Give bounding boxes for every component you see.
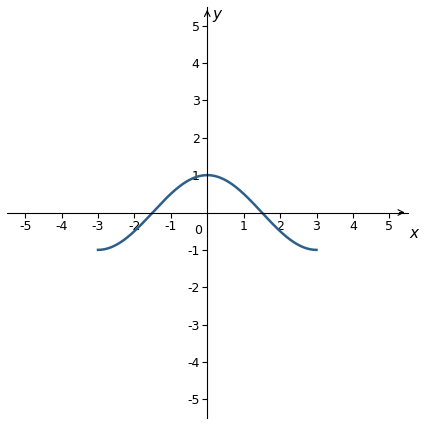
Text: y: y [213, 7, 222, 22]
Text: 0: 0 [194, 224, 202, 237]
Text: x: x [409, 226, 418, 241]
